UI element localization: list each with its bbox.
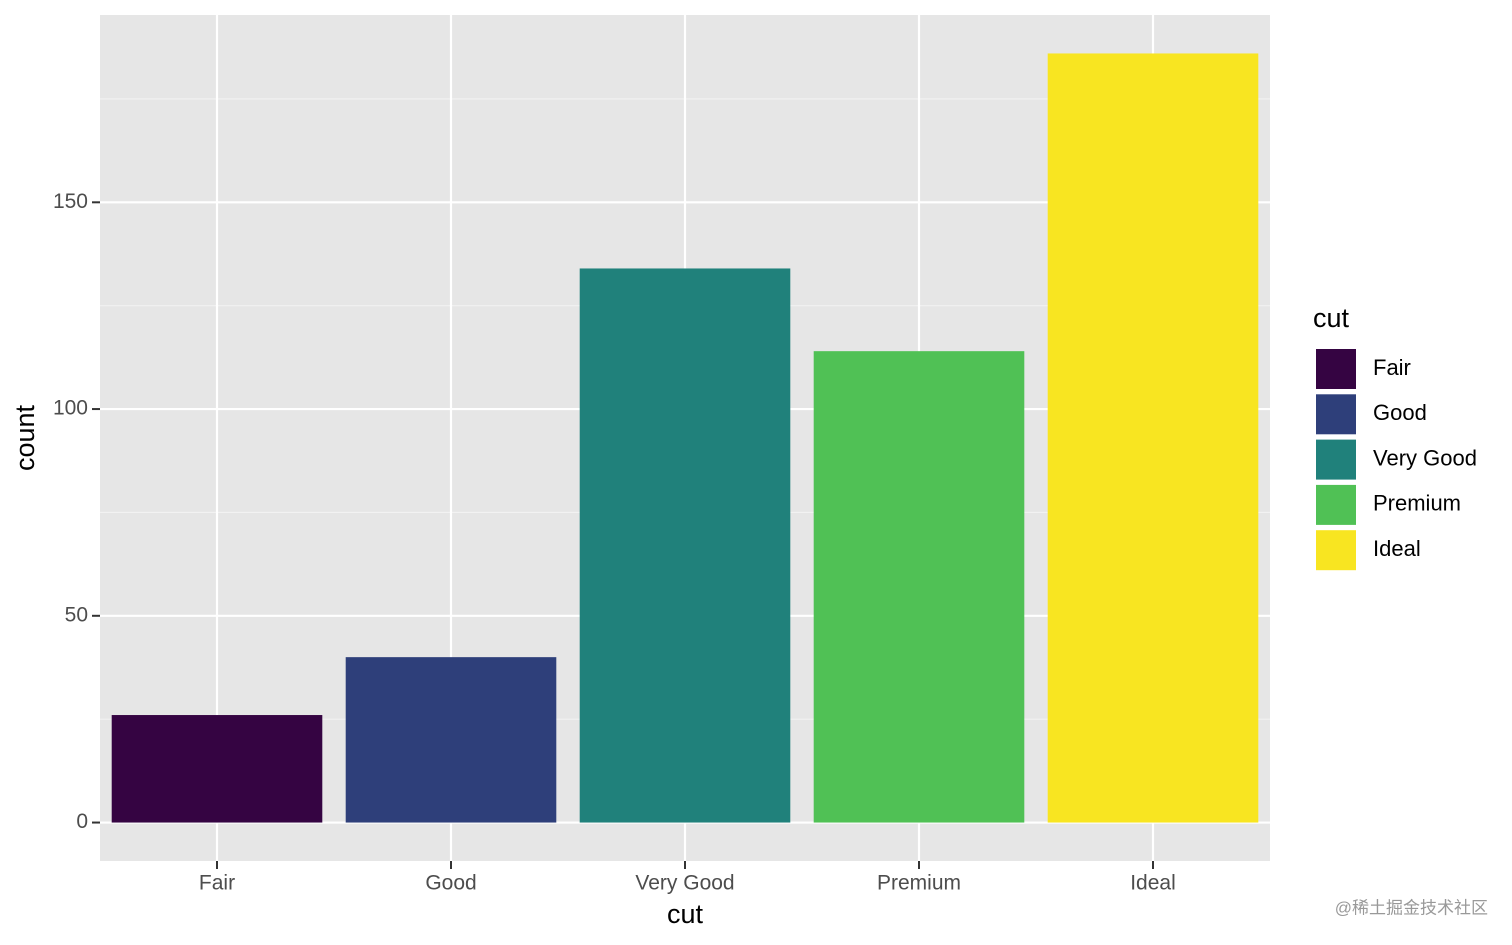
y-tick-label: 150 [53,190,88,213]
y-tick-label: 100 [53,397,88,420]
x-tick-label: Good [425,872,476,895]
legend-key [1314,528,1358,573]
bar [813,351,1025,823]
x-tick-label: Very Good [635,872,734,895]
y-axis-title: count [10,404,40,471]
x-axis-title: cut [667,899,704,929]
legend-key [1314,392,1358,437]
legend-label: Fair [1373,355,1411,380]
x-tick-label: Premium [877,872,961,895]
bar [345,657,557,823]
legend-key [1314,347,1358,391]
x-tick-label: Ideal [1130,872,1176,895]
watermark: @稀土掘金技术社区 [1335,898,1488,917]
legend-key [1314,482,1358,527]
y-tick-label: 0 [76,810,88,833]
x-tick-label: Fair [199,872,235,895]
legend-label: Good [1373,400,1427,425]
bar [1047,53,1259,823]
legend-key [1314,437,1358,482]
legend-label: Very Good [1373,445,1477,470]
bar [111,715,323,823]
legend-label: Ideal [1373,536,1421,561]
legend-title: cut [1313,303,1350,333]
legend-label: Premium [1373,491,1461,516]
bar [579,268,791,823]
y-tick-label: 50 [65,603,88,626]
